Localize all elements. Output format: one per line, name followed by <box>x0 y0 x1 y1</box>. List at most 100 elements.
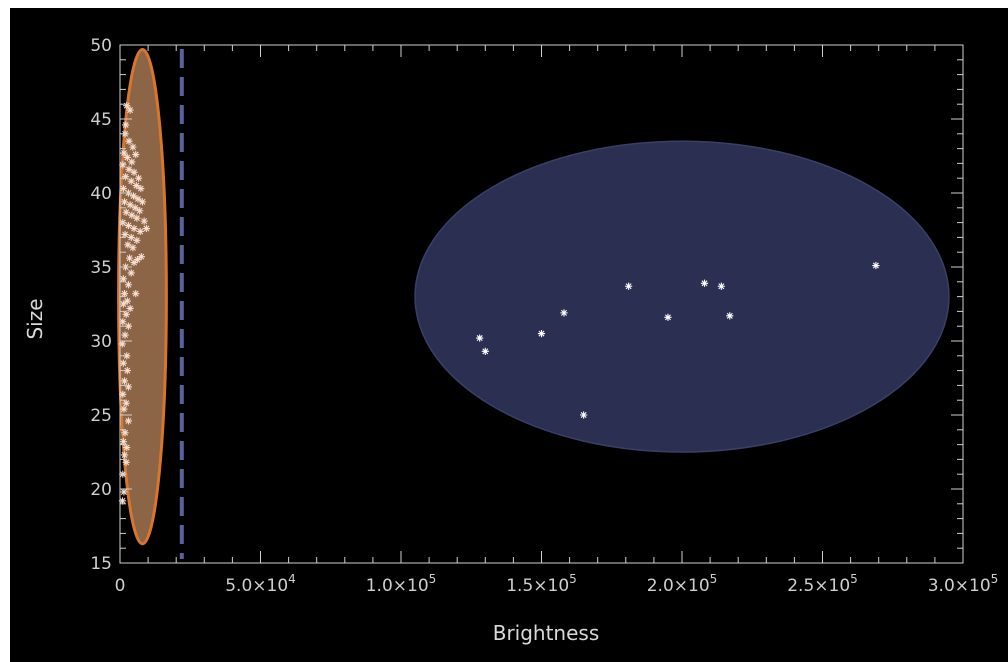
x-tick-label: 0 <box>115 576 126 596</box>
data-point <box>121 331 129 339</box>
data-point <box>119 318 127 326</box>
data-point <box>125 137 133 145</box>
data-point <box>132 290 140 298</box>
data-point <box>120 149 128 157</box>
data-point <box>119 161 127 169</box>
data-point <box>142 224 151 233</box>
data-point <box>119 300 127 308</box>
data-point <box>130 258 138 267</box>
data-point <box>126 304 134 313</box>
data-point <box>129 143 137 151</box>
data-point <box>120 488 128 496</box>
data-point <box>120 451 129 459</box>
data-point <box>537 330 546 338</box>
data-point <box>129 192 138 200</box>
data-point <box>127 233 135 241</box>
data-point <box>122 173 130 181</box>
data-point <box>119 275 127 283</box>
data-point <box>130 224 138 233</box>
data-point <box>119 438 127 446</box>
data-point <box>132 182 140 190</box>
data-point <box>125 254 134 262</box>
data-point <box>123 367 131 375</box>
y-tick-label: 45 <box>90 110 112 130</box>
data-point <box>122 399 130 407</box>
data-point <box>137 184 145 193</box>
data-point <box>123 297 131 305</box>
x-tick-labels: 0 5.0×104 1.0×105 1.5×105 2.0×105 2.5×105 3.0×… <box>115 572 999 596</box>
data-point <box>122 310 130 318</box>
y-tick-label: 20 <box>90 480 112 500</box>
data-point <box>481 347 489 355</box>
data-point <box>560 309 568 317</box>
data-point <box>123 352 131 360</box>
data-point <box>131 204 139 212</box>
data-point <box>125 165 133 173</box>
x-tick-label: 1.5×105 <box>506 572 577 596</box>
data-point <box>124 221 133 230</box>
data-point <box>134 195 142 203</box>
data-point <box>130 168 138 176</box>
data-point <box>122 458 130 466</box>
data-point <box>120 198 129 206</box>
data-point <box>126 201 134 209</box>
data-point <box>140 217 148 225</box>
data-point <box>625 282 633 290</box>
data-point <box>124 241 132 249</box>
y-tick-label: 15 <box>90 554 112 574</box>
data-point <box>122 121 130 129</box>
data-point <box>127 269 135 277</box>
data-point <box>133 256 142 264</box>
y-tick-label: 35 <box>90 258 112 278</box>
x-axis-title: Brightness <box>493 621 600 645</box>
x-tick-label: 2.0×105 <box>647 572 718 596</box>
data-point <box>726 312 734 320</box>
data-point <box>118 340 126 348</box>
data-point <box>137 253 145 261</box>
data-point <box>119 359 127 367</box>
data-point <box>476 334 484 342</box>
y-tick-label: 40 <box>90 184 112 204</box>
cluster-ellipse-dim <box>117 47 168 546</box>
data-point <box>123 102 131 110</box>
data-point <box>872 261 880 270</box>
x-tick-label: 2.5×105 <box>787 572 858 596</box>
cluster-ellipse-bright <box>414 140 950 453</box>
data-point <box>136 207 144 215</box>
y-tick-label: 25 <box>90 406 112 426</box>
data-point <box>126 106 134 114</box>
x-tick-label: 3.0×105 <box>928 572 999 596</box>
data-point <box>128 211 136 219</box>
data-point <box>124 383 133 391</box>
x-tick-label: 1.0×105 <box>366 572 437 596</box>
data-point <box>717 282 725 290</box>
data-point <box>120 377 129 385</box>
y-axis-title: Size <box>23 298 47 339</box>
data-point <box>124 281 133 289</box>
data-point <box>580 411 588 419</box>
data-point <box>124 322 133 330</box>
x-tick-label: 5.0×104 <box>225 572 296 596</box>
data-point <box>119 184 127 193</box>
cluster-ellipses <box>117 47 950 546</box>
data-point <box>129 244 137 252</box>
data-point <box>132 150 140 159</box>
data-point <box>118 497 127 505</box>
y-tick-label: 50 <box>90 36 112 56</box>
data-point <box>120 405 128 413</box>
data-point <box>700 279 709 287</box>
data-point <box>123 443 131 452</box>
data-point <box>133 236 141 244</box>
data-point <box>134 174 143 182</box>
axes <box>119 44 964 564</box>
data-point <box>138 198 147 206</box>
data-point <box>128 158 136 166</box>
data-point <box>122 208 130 216</box>
data-point <box>133 214 141 222</box>
data-point <box>664 313 672 321</box>
y-tick-labels: 15 20 25 30 35 40 45 50 <box>90 36 112 574</box>
y-tick-label: 30 <box>90 332 112 352</box>
data-point <box>121 429 129 437</box>
